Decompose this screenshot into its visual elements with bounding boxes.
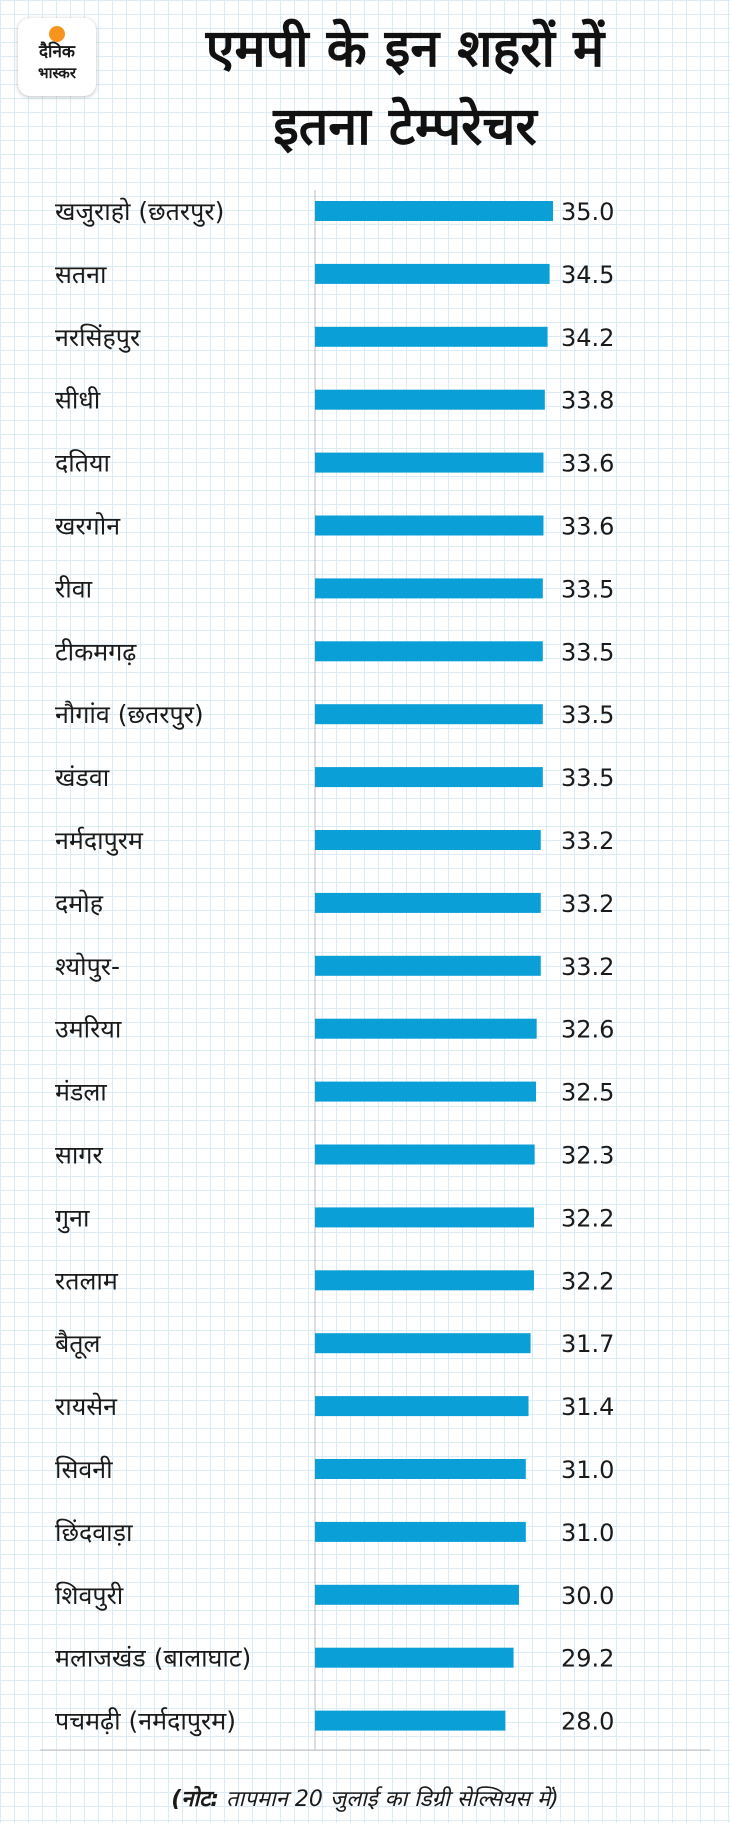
title-line-1: एमपी के इन शहरों में [205,19,605,79]
value-label: 32.2 [561,1267,614,1295]
value-label: 33.5 [561,638,614,666]
value-label: 33.8 [561,387,614,415]
category-label: उमरिया [55,1015,122,1044]
temperature-bar-chart: खजुराहो (छतरपुर) 35.0 सतना 34.5 नरसिंहपुर 34.… [40,190,710,1751]
bar [315,515,544,536]
logo-line-2: भास्कर [38,64,76,82]
sun-icon [49,26,65,42]
value-label: 33.6 [561,450,614,478]
value-label: 28.0 [561,1708,614,1736]
footnote-prefix: (नोट: [171,1787,220,1812]
value-label: 29.2 [561,1645,614,1673]
value-label: 33.6 [561,513,614,541]
bar [315,1710,506,1731]
value-label: 33.5 [561,701,614,729]
category-label: श्योपुर- [55,952,120,982]
bar [315,1270,534,1291]
bar [315,830,541,850]
value-label: 31.4 [561,1393,614,1421]
bar [315,1396,529,1417]
category-label: सिवनी [55,1455,113,1484]
bar [315,955,541,976]
footnote: (नोट: तापमान 20 जुलाई का डिग्री सेल्सियस… [0,1783,730,1813]
bar [315,1081,536,1102]
category-label: मंडला [55,1078,107,1107]
value-label: 34.2 [561,324,614,352]
title-line-2: इतना टेम्परेचर [273,97,537,157]
dainik-bhaskar-logo: दैनिक भास्कर [18,18,96,96]
bar [315,767,543,788]
bar [315,1333,531,1354]
bar [315,1207,534,1228]
category-label: रतलाम [55,1266,119,1295]
page-title: एमपी के इन शहरों में इतना टेम्परेचर [100,10,710,166]
value-label: 33.2 [561,827,614,855]
value-label: 31.0 [561,1456,614,1484]
value-label: 33.2 [561,890,614,918]
bar [315,326,548,347]
bar [315,389,545,410]
category-label: खजुराहो (छतरपुर) [55,197,224,227]
value-label: 32.5 [561,1079,614,1107]
value-label: 35.0 [561,198,614,226]
category-label: नरसिंहपुर [55,323,141,353]
category-label: सागर [55,1141,103,1170]
category-label: नर्मदापुरम [55,826,144,856]
value-label: 33.2 [561,953,614,981]
bar [315,704,543,725]
category-label: गुना [55,1203,90,1233]
category-label: छिंदवाड़ा [55,1518,133,1547]
value-label: 33.5 [561,575,614,603]
bar [315,1584,519,1605]
bar [315,1521,526,1542]
category-label: नौगांव (छतरपुर) [55,700,204,730]
value-label: 30.0 [561,1582,614,1610]
value-label: 31.0 [561,1519,614,1547]
category-label: दतिया [55,449,111,478]
bar [315,1144,535,1165]
category-label: खंडवा [55,763,110,792]
bar [315,1459,526,1479]
value-label: 32.2 [561,1204,614,1232]
category-label: पचमढ़ी (नर्मदापुरम) [55,1707,236,1737]
category-label: सतना [55,260,107,289]
footnote-text: तापमान 20 जुलाई का डिग्री सेल्सियस में) [219,1787,559,1812]
logo-line-1: दैनिक [39,42,75,62]
bar [315,641,543,662]
category-label: रायसेन [55,1392,118,1421]
bar [315,578,543,599]
category-label: टीकमगढ़ [55,637,137,666]
category-label: सीधी [55,386,101,415]
category-label: शिवपुरी [55,1581,124,1611]
value-label: 33.5 [561,764,614,792]
bar [315,1647,514,1668]
bar [315,892,541,913]
bar [315,452,544,473]
bar [315,1018,537,1039]
category-label: खरगोन [55,512,121,541]
category-label: बैतूल [55,1329,102,1359]
value-label: 31.7 [561,1330,614,1358]
category-label: रीवा [55,574,93,603]
value-label: 32.3 [561,1142,614,1170]
category-label: मलाजखंड (बालाघाट) [55,1644,251,1673]
value-label: 32.6 [561,1016,614,1044]
bar [315,201,553,221]
category-label: दमोह [55,889,104,918]
bar [315,263,550,284]
value-label: 34.5 [561,261,614,289]
